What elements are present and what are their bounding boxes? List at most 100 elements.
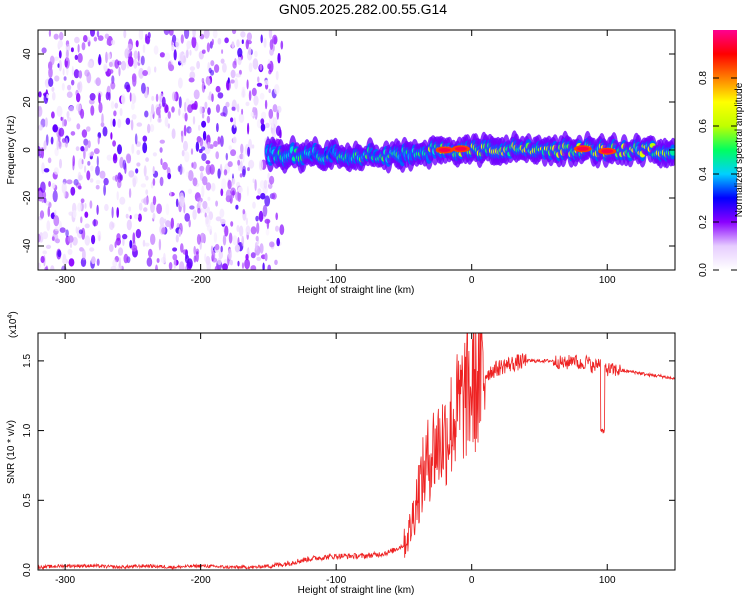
noise-blob (110, 118, 113, 128)
noise-blob (230, 187, 237, 196)
noise-blob (80, 146, 85, 152)
noise-blob (227, 248, 232, 260)
noise-blob (210, 60, 215, 67)
noise-blob (95, 184, 100, 190)
colorbar: 0.0 0.2 0.4 0.6 0.8 Normalized spectral ampl… (698, 30, 745, 277)
noise-blob (89, 200, 93, 209)
noise-blob (265, 122, 270, 128)
noise-blob (40, 181, 46, 193)
noise-blob (72, 210, 77, 218)
noise-blob (116, 207, 119, 218)
noise-blob (217, 257, 222, 265)
noise-blob (110, 81, 116, 90)
spectrogram-x-ticks: -300 -200 -100 0 100 (55, 30, 616, 286)
noise-blob (259, 243, 264, 254)
noise-blob (245, 253, 249, 261)
noise-blob (144, 242, 150, 247)
noise-blob (230, 117, 234, 123)
noise-blob (251, 144, 255, 149)
noise-blob (205, 255, 211, 266)
noise-blob (155, 106, 161, 116)
noise-blob (271, 192, 277, 200)
noise-blob (46, 93, 49, 99)
noise-blob (211, 93, 214, 102)
noise-blob (145, 189, 149, 195)
noise-blob (242, 209, 246, 215)
noise-blob (227, 161, 233, 168)
noise-blob (254, 241, 258, 251)
noise-blob (105, 91, 110, 101)
noise-blob (114, 102, 119, 109)
noise-blob (258, 210, 264, 222)
noise-blob (188, 170, 194, 182)
noise-blob (136, 122, 143, 127)
noise-blob (97, 35, 104, 41)
noise-blob (178, 52, 184, 64)
snr-multiplier-base: (x10 (8, 318, 19, 338)
noise-blob (161, 96, 166, 108)
noise-blob (84, 223, 90, 229)
noise-blob (65, 43, 71, 52)
noise-blob (220, 188, 224, 197)
snr-x-label: Height of straight line (km) (298, 585, 415, 596)
noise-blob (207, 196, 211, 201)
noise-blob (210, 69, 215, 76)
noise-blob (95, 165, 100, 176)
noise-blob (142, 44, 146, 54)
noise-blob (201, 49, 206, 54)
noise-blob (151, 95, 155, 102)
noise-blob (65, 229, 69, 237)
noise-blob (103, 65, 108, 72)
noise-blob (48, 181, 51, 187)
noise-blob (152, 178, 156, 186)
noise-blob (80, 198, 85, 203)
noise-blob (50, 265, 55, 270)
noise-blob (53, 33, 59, 40)
noise-blob (255, 235, 259, 242)
noise-blob (275, 225, 279, 232)
noise-blob (191, 36, 197, 49)
noise-blob (242, 151, 245, 163)
noise-blob (152, 212, 156, 220)
noise-blob (225, 189, 232, 201)
noise-blob (52, 190, 58, 203)
noise-blob (53, 56, 60, 61)
noise-blob (159, 176, 164, 187)
noise-blob (87, 161, 91, 166)
noise-blob (145, 35, 151, 45)
snr-background (38, 333, 675, 570)
noise-blob (133, 58, 138, 69)
noise-blob (111, 75, 115, 84)
noise-blob (83, 138, 89, 146)
noise-blob (109, 244, 114, 253)
noise-blob (91, 234, 96, 245)
noise-blob (119, 196, 126, 205)
noise-blob (125, 213, 129, 219)
noise-blob (207, 141, 211, 149)
noise-blob (74, 54, 79, 61)
noise-blob (171, 128, 176, 139)
noise-blob (262, 204, 268, 217)
noise-blob (113, 110, 117, 117)
noise-blob (62, 253, 67, 265)
noise-blob (259, 92, 265, 100)
noise-blob (254, 50, 258, 58)
peak-core (601, 149, 614, 154)
noise-blob (184, 213, 190, 222)
noise-blob (55, 238, 60, 244)
noise-blob (223, 169, 228, 176)
noise-blob (151, 103, 155, 115)
spectrogram-x-tick-label: -100 (326, 275, 346, 286)
noise-blob (184, 101, 187, 113)
noise-blob (184, 112, 188, 122)
colorbar-label: Normalized spectral amplitude (734, 82, 745, 217)
noise-blob (256, 222, 260, 235)
noise-blob (173, 49, 177, 61)
noise-blob (215, 151, 219, 160)
noise-blob (205, 160, 211, 165)
noise-blob (172, 34, 177, 43)
noise-blob (186, 171, 189, 177)
noise-blob (231, 178, 234, 187)
noise-blob (225, 101, 230, 108)
